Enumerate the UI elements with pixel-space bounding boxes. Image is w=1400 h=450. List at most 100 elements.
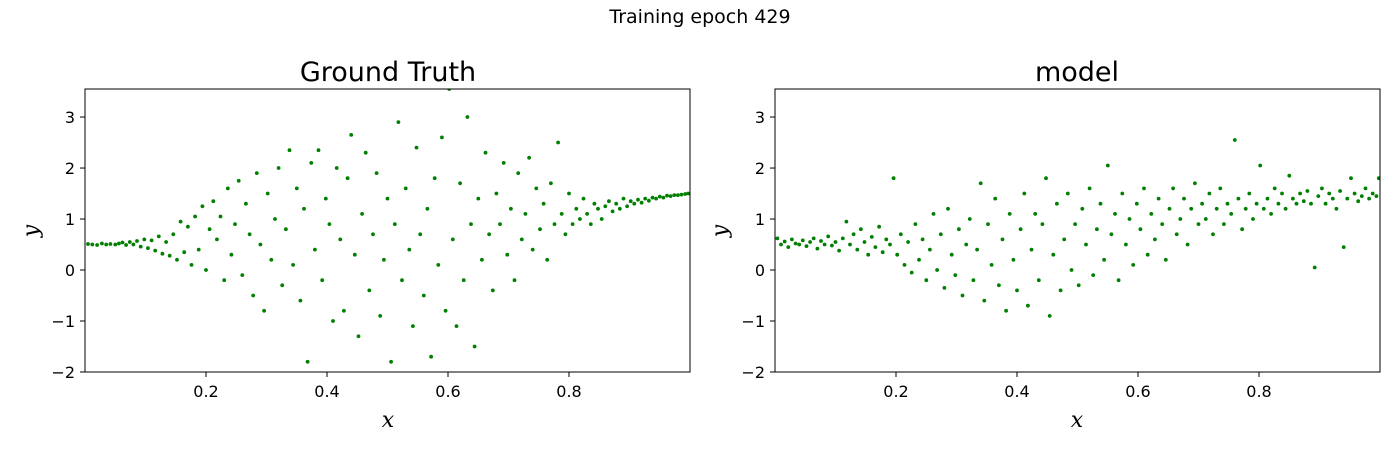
y-tick-label: −1 [51,312,75,331]
data-point [1189,206,1194,211]
data-point [186,224,190,229]
data-point [672,193,677,198]
y-tick-label: −2 [51,363,75,382]
x-tick-label: 0.4 [314,382,339,401]
data-point [1229,212,1234,216]
data-point [982,298,987,303]
data-point [1207,191,1212,196]
data-point [280,283,285,288]
data-point [628,199,633,204]
data-point [1356,199,1361,204]
data-point [545,257,550,262]
data-point [581,196,586,201]
data-point [414,145,419,150]
data-point [461,278,466,283]
data-point [269,257,274,262]
data-point [509,206,513,211]
data-point [1251,217,1255,221]
data-point [1018,227,1023,232]
data-point [603,204,608,209]
scatter-points [86,89,690,364]
data-point [1116,278,1121,283]
data-point [617,206,622,211]
data-point [1149,212,1154,216]
subplot-title: model [1035,57,1119,88]
data-point [233,222,237,227]
data-point [1352,191,1357,196]
data-point [135,239,139,243]
data-point [222,278,227,283]
data-point [610,209,615,214]
data-point [90,242,95,247]
data-point [1294,201,1299,206]
data-point [498,222,502,227]
data-point [1258,163,1263,168]
data-point [1363,186,1368,191]
data-point [1330,196,1335,201]
data-point [782,239,787,244]
data-point [1076,283,1081,288]
data-point [1040,222,1045,227]
data-point [164,240,169,244]
data-point [108,242,113,246]
data-point [443,308,448,313]
data-point [418,232,423,237]
data-point [1127,217,1132,221]
data-point [454,324,459,328]
data-point [86,242,90,246]
data-point [1211,232,1215,237]
data-point [1218,186,1223,191]
data-point [1058,288,1063,293]
data-point [204,268,208,272]
data-point [563,232,568,237]
data-point [928,247,932,252]
data-point [851,232,856,237]
data-point [833,240,838,244]
data-point [556,140,560,145]
data-point [523,212,528,216]
data-point [1287,173,1292,178]
data-point [578,217,582,221]
data-point [273,217,277,221]
y-tick-label: −2 [741,363,765,382]
data-point [1036,278,1041,283]
data-point [160,251,165,256]
data-point [127,240,132,244]
data-point [1291,196,1295,201]
data-point [356,334,361,339]
data-point [797,242,802,247]
data-point [320,278,325,283]
data-point [1004,308,1008,313]
data-point [1131,263,1136,267]
data-point [1305,189,1310,193]
data-point [1091,273,1096,277]
data-point [247,232,252,237]
data-point [407,247,412,252]
data-point [1134,201,1139,206]
data-point [592,201,597,206]
data-point [1044,176,1048,181]
subplot-model: model x y 0.2 0.4 0.6 0.8 −2 −1 0 1 2 3 [708,57,1381,433]
data-point [251,293,256,298]
data-point [1193,181,1197,186]
y-tick-label: 0 [65,261,75,280]
data-point [844,219,849,224]
data-point [800,238,805,243]
data-point [840,236,845,241]
data-point [1102,257,1106,262]
data-point [1182,196,1186,201]
subplot-ground-truth: Ground Truth x y 0.2 0.4 0.6 0.8 −2 −1 0 1 2 3 [19,57,691,433]
data-point [153,248,158,253]
data-point [775,236,780,241]
data-point [902,263,907,267]
data-point [1334,206,1339,211]
data-point [215,237,219,242]
data-point [403,186,408,191]
data-point [131,242,136,247]
data-point [808,240,812,244]
data-point [196,247,201,252]
data-point [1163,257,1168,262]
data-point [1011,257,1016,262]
data-point [1142,186,1146,191]
data-point [1349,176,1353,181]
